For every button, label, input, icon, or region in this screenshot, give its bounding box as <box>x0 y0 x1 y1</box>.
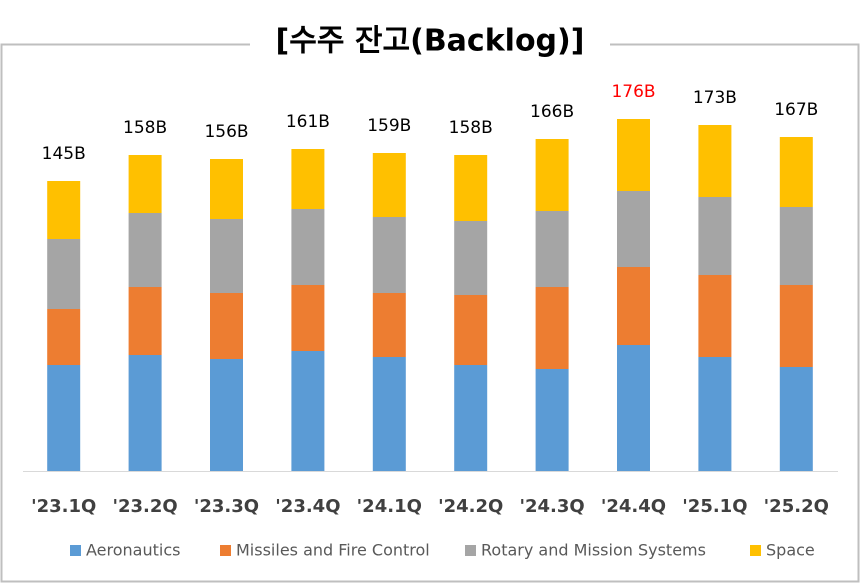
total-label: 173B <box>693 88 737 108</box>
legend-swatch <box>220 545 231 556</box>
bar-segment <box>47 309 81 365</box>
bar-segment <box>617 267 650 345</box>
bar-segment <box>779 285 813 367</box>
x-tick-label: '23.4Q <box>275 496 340 517</box>
bar-segment <box>128 155 162 213</box>
total-label: 161B <box>286 112 330 132</box>
total-label: 158B <box>449 118 493 138</box>
bar-segment <box>535 369 569 471</box>
bar-segment <box>454 221 488 295</box>
bar-segment <box>779 207 813 285</box>
bar-segment <box>128 213 162 287</box>
total-label: 176B <box>611 82 655 102</box>
legend-swatch <box>70 545 81 556</box>
bar-segment <box>779 367 813 471</box>
total-label: 158B <box>123 118 167 138</box>
total-label: 159B <box>367 116 411 136</box>
bar-segment <box>47 239 81 309</box>
bar-segment <box>210 359 243 471</box>
bar-segment <box>617 345 650 471</box>
bar-segment <box>779 137 813 207</box>
bar-segment <box>128 355 162 471</box>
bar-segment <box>210 219 243 293</box>
bar-segment <box>291 351 325 471</box>
bar-segment <box>454 365 488 471</box>
bar-segment <box>291 149 325 209</box>
bar-segment <box>372 153 406 217</box>
bar-segment <box>698 125 732 197</box>
x-tick-label: '24.1Q <box>357 496 422 517</box>
bar-segment <box>47 181 81 239</box>
bar-segment <box>210 159 243 219</box>
legend-label: Space <box>766 541 815 560</box>
legend-label: Aeronautics <box>86 541 180 560</box>
bar-segment <box>535 139 569 211</box>
bar-segment <box>698 197 732 275</box>
bar-segment <box>47 365 81 471</box>
bar-segment <box>454 155 488 221</box>
x-tick-label: '23.2Q <box>112 496 177 517</box>
chart-title: [수주 잔고(Backlog)] <box>276 24 585 59</box>
total-label: 167B <box>774 100 818 120</box>
x-tick-label: '24.4Q <box>601 496 666 517</box>
bar-segment <box>454 295 488 365</box>
bar-segment <box>698 357 732 471</box>
bar-segment <box>372 357 406 471</box>
x-tick-label: '23.3Q <box>194 496 259 517</box>
bar-segment <box>372 293 406 357</box>
legend-swatch <box>465 545 476 556</box>
legend-label: Missiles and Fire Control <box>236 541 430 560</box>
bar-segment <box>617 119 650 191</box>
bar-segment <box>291 285 325 351</box>
bar-segment <box>535 211 569 287</box>
bar-segment <box>698 275 732 357</box>
x-tick-label: '25.1Q <box>682 496 747 517</box>
x-tick-label: '23.1Q <box>31 496 96 517</box>
total-label: 145B <box>42 144 86 164</box>
bar-segment <box>535 287 569 369</box>
total-label: 166B <box>530 102 574 122</box>
legend-label: Rotary and Mission Systems <box>481 541 706 560</box>
x-tick-label: '25.2Q <box>764 496 829 517</box>
legend-swatch <box>750 545 761 556</box>
total-label: 156B <box>204 122 248 142</box>
x-tick-label: '24.2Q <box>438 496 503 517</box>
title-backdrop <box>250 20 610 66</box>
bar-segment <box>617 191 650 267</box>
x-tick-label: '24.3Q <box>519 496 584 517</box>
bar-segment <box>128 287 162 355</box>
bar-segment <box>210 293 243 359</box>
bar-segment <box>372 217 406 293</box>
bar-segment <box>291 209 325 285</box>
